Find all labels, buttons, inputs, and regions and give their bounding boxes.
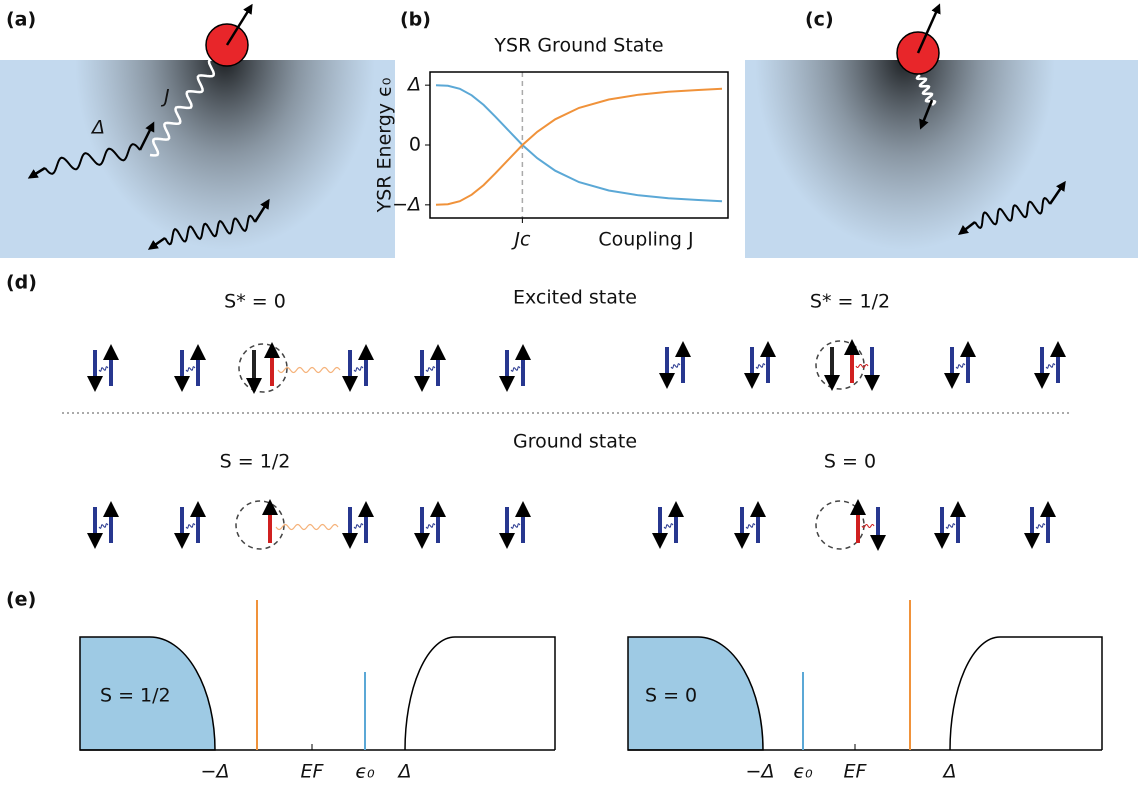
panel-label: (c)	[805, 9, 834, 31]
pair-wave	[98, 523, 109, 529]
cooper-wave	[44, 143, 141, 175]
y-axis-label: YSR Energy ϵ₀	[374, 78, 396, 214]
pair-wave	[425, 523, 436, 529]
cooper-wave	[164, 214, 256, 246]
x-axis-label: Coupling J	[598, 229, 693, 251]
spin-arrow	[27, 166, 46, 179]
pair-wave	[855, 364, 869, 368]
pair-wave	[945, 523, 956, 529]
halo	[755, 60, 1055, 250]
spin-arrow	[138, 121, 155, 151]
tick-label: −Δ	[746, 761, 775, 783]
pair-wave	[98, 366, 109, 372]
tick-label: EF	[844, 761, 868, 783]
orange-wave	[275, 523, 339, 531]
y-tick-label: 0	[409, 134, 421, 156]
y-tick-label: −Δ	[392, 193, 421, 215]
impurity-site	[238, 343, 288, 393]
empty-states	[949, 636, 1103, 751]
state-label: S = 0	[824, 451, 876, 473]
state-label: S* = 1/2	[810, 291, 890, 313]
tick-label: −Δ	[201, 761, 230, 783]
pair-wave	[861, 524, 875, 528]
impurity-site	[815, 340, 865, 390]
pair-wave	[353, 366, 364, 372]
coupling-label: J	[160, 86, 170, 108]
pair-wave	[955, 363, 966, 369]
pair-wave	[1045, 363, 1056, 369]
state-label: S = 1/2	[220, 451, 291, 473]
impurity-site	[235, 500, 285, 550]
tick-label: EF	[301, 761, 325, 783]
y-tick-label: Δ	[406, 74, 421, 96]
panel-b-bg	[395, 60, 745, 258]
excited-title: Excited state	[513, 287, 637, 309]
pair-wave	[670, 363, 681, 369]
state-label: S* = 0	[224, 291, 286, 313]
pair-wave	[185, 366, 196, 372]
spin-arrow	[958, 221, 976, 236]
curve	[435, 87, 723, 206]
chart-title: YSR Ground State	[493, 35, 663, 57]
spectrum-right: S = 0 −Δ ϵ₀ EF Δ	[627, 600, 1103, 783]
spin-arrow	[1048, 180, 1066, 205]
panel-label: (b)	[400, 9, 431, 31]
x-tick-label: Jc	[510, 229, 531, 251]
panel-label: (e)	[6, 589, 36, 611]
impurity-site	[815, 500, 865, 550]
gap-label: Δ	[90, 117, 105, 139]
pair-wave	[663, 523, 674, 529]
pair-wave	[1035, 523, 1046, 529]
pair-wave	[510, 523, 521, 529]
panel-label: (a)	[6, 9, 36, 31]
spin	[225, 3, 253, 46]
coupling-wave	[915, 74, 937, 106]
tick-label: Δ	[397, 761, 412, 783]
spin-arrow	[253, 198, 270, 223]
state-label: S = 1/2	[100, 685, 171, 707]
filled-states	[627, 636, 764, 751]
pair-wave	[353, 523, 364, 529]
spectrum-left: S = 1/2 −Δ EF ϵ₀ Δ	[79, 600, 556, 783]
drawings	[27, 58, 1066, 551]
pair-wave	[745, 523, 756, 529]
ground-title: Ground state	[513, 431, 637, 453]
spin	[916, 3, 941, 54]
spin-arrow	[919, 99, 934, 130]
spin-arrow	[147, 236, 166, 250]
filled-states	[79, 636, 216, 751]
empty-states	[404, 636, 556, 751]
pair-wave	[510, 366, 521, 372]
orange-wave	[277, 366, 341, 374]
tick-label: ϵ₀	[793, 761, 813, 783]
pair-wave	[185, 523, 196, 529]
plot-frame	[429, 71, 729, 219]
tick-label: ϵ₀	[355, 761, 375, 783]
state-label: S = 0	[645, 685, 697, 707]
pair-wave	[755, 363, 766, 369]
halo	[75, 60, 375, 250]
curve	[435, 84, 723, 203]
panel-label: (d)	[6, 272, 37, 294]
cooper-wave	[974, 196, 1051, 230]
pair-wave	[425, 366, 436, 372]
tick-label: Δ	[942, 761, 957, 783]
coupling-wave	[149, 58, 218, 157]
halos	[75, 60, 1055, 250]
